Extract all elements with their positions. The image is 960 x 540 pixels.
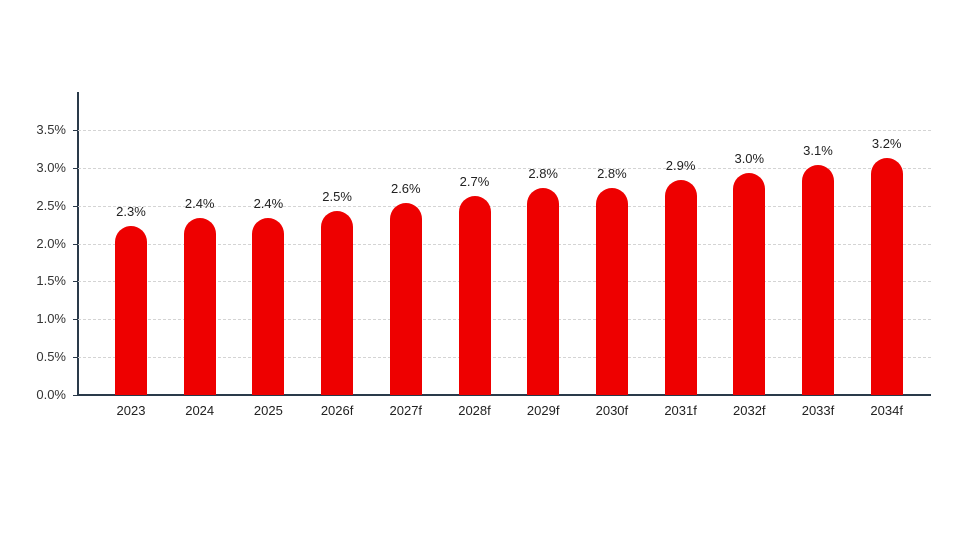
bar bbox=[115, 225, 147, 395]
y-tick-mark bbox=[73, 167, 78, 169]
y-tick-mark bbox=[73, 357, 78, 359]
bar bbox=[458, 195, 491, 395]
bar bbox=[321, 210, 354, 395]
value-label: 2.4% bbox=[253, 196, 284, 212]
gridline bbox=[78, 205, 931, 207]
value-label: 2.3% bbox=[116, 203, 146, 219]
y-tick-mark bbox=[73, 205, 78, 207]
value-label: 2.8% bbox=[597, 166, 627, 181]
gridline bbox=[78, 357, 931, 359]
gridline bbox=[78, 281, 931, 283]
value-label: 2.5% bbox=[322, 188, 352, 204]
y-tick-mark bbox=[73, 319, 78, 321]
bar bbox=[252, 218, 285, 395]
x-tick-label: 2025 bbox=[253, 403, 283, 418]
x-tick-label: 2032f bbox=[733, 403, 766, 418]
x-tick-label: 2034f bbox=[870, 403, 903, 418]
gridline bbox=[78, 167, 931, 169]
value-label: 2.8% bbox=[528, 166, 558, 181]
value-label: 2.9% bbox=[665, 158, 696, 174]
value-label: 2.4% bbox=[184, 196, 215, 212]
y-tick-label: 2.0% bbox=[36, 235, 66, 251]
y-tick-label: 0.0% bbox=[36, 387, 66, 402]
value-label: 3.1% bbox=[803, 143, 833, 159]
gridline bbox=[78, 130, 931, 131]
bar bbox=[664, 180, 697, 395]
y-tick-label: 1.5% bbox=[36, 273, 66, 289]
y-tick-label: 1.0% bbox=[36, 311, 66, 327]
gridline bbox=[78, 319, 931, 321]
y-tick-mark bbox=[73, 281, 78, 283]
x-tick-label: 2029f bbox=[526, 403, 560, 418]
bar bbox=[733, 172, 766, 395]
value-label: 3.0% bbox=[734, 150, 765, 166]
y-tick-mark bbox=[73, 130, 78, 131]
x-tick-label: 2024 bbox=[185, 403, 215, 418]
gridline bbox=[78, 243, 931, 245]
y-tick-label: 3.0% bbox=[36, 159, 66, 175]
x-axis bbox=[77, 394, 931, 396]
x-tick-label: 2031f bbox=[664, 403, 697, 418]
x-tick-label: 2026f bbox=[320, 403, 354, 418]
y-tick-label: 3.5% bbox=[36, 122, 66, 137]
bar bbox=[527, 188, 560, 395]
y-tick-mark bbox=[73, 395, 78, 396]
y-tick-label: 0.5% bbox=[36, 349, 66, 365]
y-tick-mark bbox=[73, 243, 78, 245]
bar bbox=[183, 218, 216, 395]
x-tick-label: 2027f bbox=[389, 403, 423, 418]
bar bbox=[595, 188, 628, 395]
value-label: 2.6% bbox=[390, 181, 421, 197]
bar bbox=[389, 203, 422, 395]
bar bbox=[870, 157, 903, 395]
y-axis bbox=[77, 92, 79, 395]
x-tick-label: 2033f bbox=[801, 403, 835, 418]
x-tick-label: 2030f bbox=[595, 403, 629, 418]
bar bbox=[802, 165, 834, 395]
x-tick-label: 2028f bbox=[458, 403, 491, 418]
value-label: 2.7% bbox=[459, 173, 490, 189]
y-tick-label: 2.5% bbox=[36, 197, 66, 213]
x-tick-label: 2023 bbox=[116, 403, 146, 418]
value-label: 3.2% bbox=[871, 135, 902, 151]
